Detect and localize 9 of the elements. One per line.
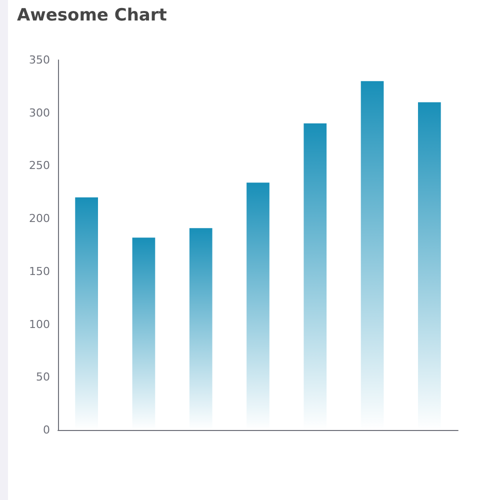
y-tick-label: 100 [29,318,50,331]
y-tick-label: 350 [29,54,50,66]
y-tick-label: 150 [29,264,50,278]
y-tick-label: 250 [29,159,50,172]
chart-title: Awesome Chart [17,6,167,26]
y-tick-label: 0 [43,424,50,436]
y-tick-label: 300 [29,106,50,120]
y-tick-label: 50 [36,370,50,384]
y-tick-label: 200 [29,212,50,226]
